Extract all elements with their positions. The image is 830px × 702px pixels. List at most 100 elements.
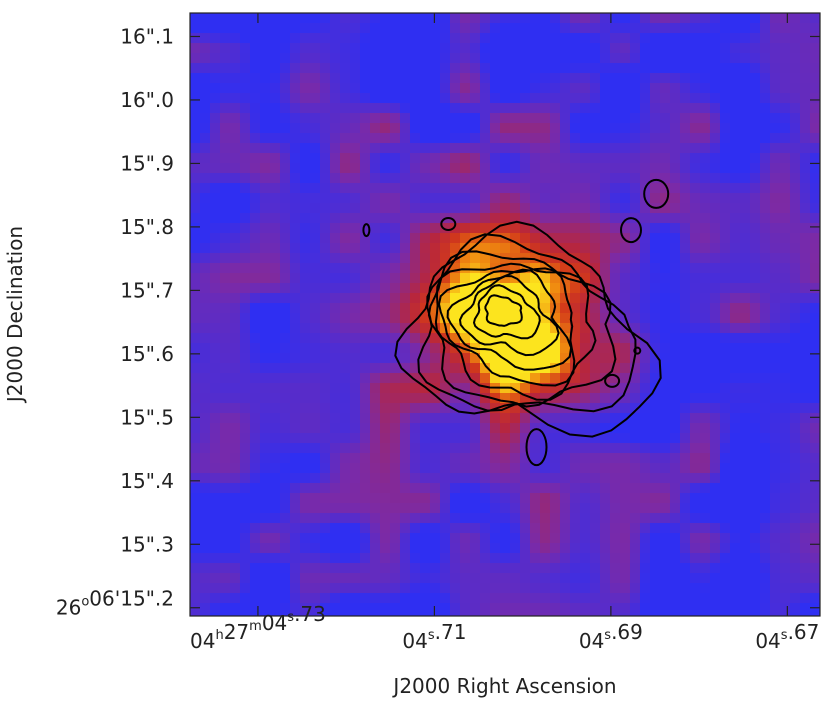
map-pixel xyxy=(670,543,681,554)
map-pixel xyxy=(260,463,271,474)
map-pixel xyxy=(430,463,441,474)
map-pixel xyxy=(420,323,431,334)
map-pixel xyxy=(210,583,221,594)
map-pixel xyxy=(420,183,431,194)
map-pixel xyxy=(810,103,820,114)
map-pixel xyxy=(210,173,221,184)
map-pixel xyxy=(200,253,211,264)
map-pixel xyxy=(670,133,681,144)
map-pixel xyxy=(590,53,601,64)
map-pixel xyxy=(450,593,461,604)
map-pixel xyxy=(690,273,701,284)
map-pixel xyxy=(240,553,251,564)
map-pixel xyxy=(730,403,741,414)
map-pixel xyxy=(760,603,771,614)
map-pixel xyxy=(660,263,671,274)
map-pixel xyxy=(340,563,351,574)
map-pixel xyxy=(190,453,201,464)
map-pixel xyxy=(700,483,711,494)
map-pixel xyxy=(750,123,761,134)
map-pixel xyxy=(250,473,261,484)
map-pixel xyxy=(740,523,751,534)
map-pixel xyxy=(560,293,571,304)
map-pixel xyxy=(760,133,771,144)
map-pixel xyxy=(390,513,401,524)
map-pixel xyxy=(410,353,421,364)
map-pixel xyxy=(530,83,541,94)
map-pixel xyxy=(230,93,241,104)
map-pixel xyxy=(680,143,691,154)
map-pixel xyxy=(220,613,231,616)
map-pixel xyxy=(810,373,820,384)
map-pixel xyxy=(800,603,811,614)
map-pixel xyxy=(550,453,561,464)
map-pixel xyxy=(530,133,541,144)
map-pixel xyxy=(520,23,531,34)
map-pixel xyxy=(190,533,201,544)
map-pixel xyxy=(550,523,561,534)
map-pixel xyxy=(280,443,291,454)
map-pixel xyxy=(510,493,521,504)
map-pixel xyxy=(450,193,461,204)
map-pixel xyxy=(360,33,371,44)
map-pixel xyxy=(810,323,820,334)
map-pixel xyxy=(200,163,211,174)
map-pixel xyxy=(730,303,741,314)
map-pixel xyxy=(730,133,741,144)
map-pixel xyxy=(330,23,341,34)
map-pixel xyxy=(490,463,501,474)
map-pixel xyxy=(370,563,381,574)
map-pixel xyxy=(660,443,671,454)
map-pixel xyxy=(640,73,651,84)
map-pixel xyxy=(430,103,441,114)
map-pixel xyxy=(550,343,561,354)
map-pixel xyxy=(570,213,581,224)
map-pixel xyxy=(200,443,211,454)
map-pixel xyxy=(300,113,311,124)
map-pixel xyxy=(440,553,451,564)
map-pixel xyxy=(260,613,271,616)
map-pixel xyxy=(630,513,641,524)
map-pixel xyxy=(500,413,511,424)
map-pixel xyxy=(200,463,211,474)
map-pixel xyxy=(500,183,511,194)
map-pixel xyxy=(330,553,341,564)
map-pixel xyxy=(510,323,521,334)
map-pixel xyxy=(370,353,381,364)
map-pixel xyxy=(530,273,541,284)
map-pixel xyxy=(530,553,541,564)
map-pixel xyxy=(510,593,521,604)
map-pixel xyxy=(380,253,391,264)
map-pixel xyxy=(730,473,741,484)
map-pixel xyxy=(400,193,411,204)
map-pixel xyxy=(560,193,571,204)
map-pixel xyxy=(200,203,211,214)
map-pixel xyxy=(200,503,211,514)
x-axis-label: J2000 Right Ascension xyxy=(391,674,616,698)
map-pixel xyxy=(360,303,371,314)
map-pixel xyxy=(380,73,391,84)
map-pixel xyxy=(380,463,391,474)
map-pixel xyxy=(690,23,701,34)
map-pixel xyxy=(410,53,421,64)
map-pixel xyxy=(250,153,261,164)
map-pixel xyxy=(690,63,701,74)
map-pixel xyxy=(510,223,521,234)
map-pixel xyxy=(690,143,701,154)
map-pixel xyxy=(750,283,761,294)
map-pixel xyxy=(430,453,441,464)
map-pixel xyxy=(780,333,791,344)
map-pixel xyxy=(310,433,321,444)
map-pixel xyxy=(340,93,351,104)
map-pixel xyxy=(650,413,661,424)
map-pixel xyxy=(530,603,541,614)
map-pixel xyxy=(550,123,561,134)
map-pixel xyxy=(340,13,351,24)
map-pixel xyxy=(370,153,381,164)
contour-level xyxy=(434,262,597,401)
map-pixel xyxy=(420,233,431,244)
map-pixel xyxy=(480,403,491,414)
map-pixel xyxy=(510,613,521,616)
map-pixel xyxy=(360,173,371,184)
map-pixel xyxy=(310,383,321,394)
